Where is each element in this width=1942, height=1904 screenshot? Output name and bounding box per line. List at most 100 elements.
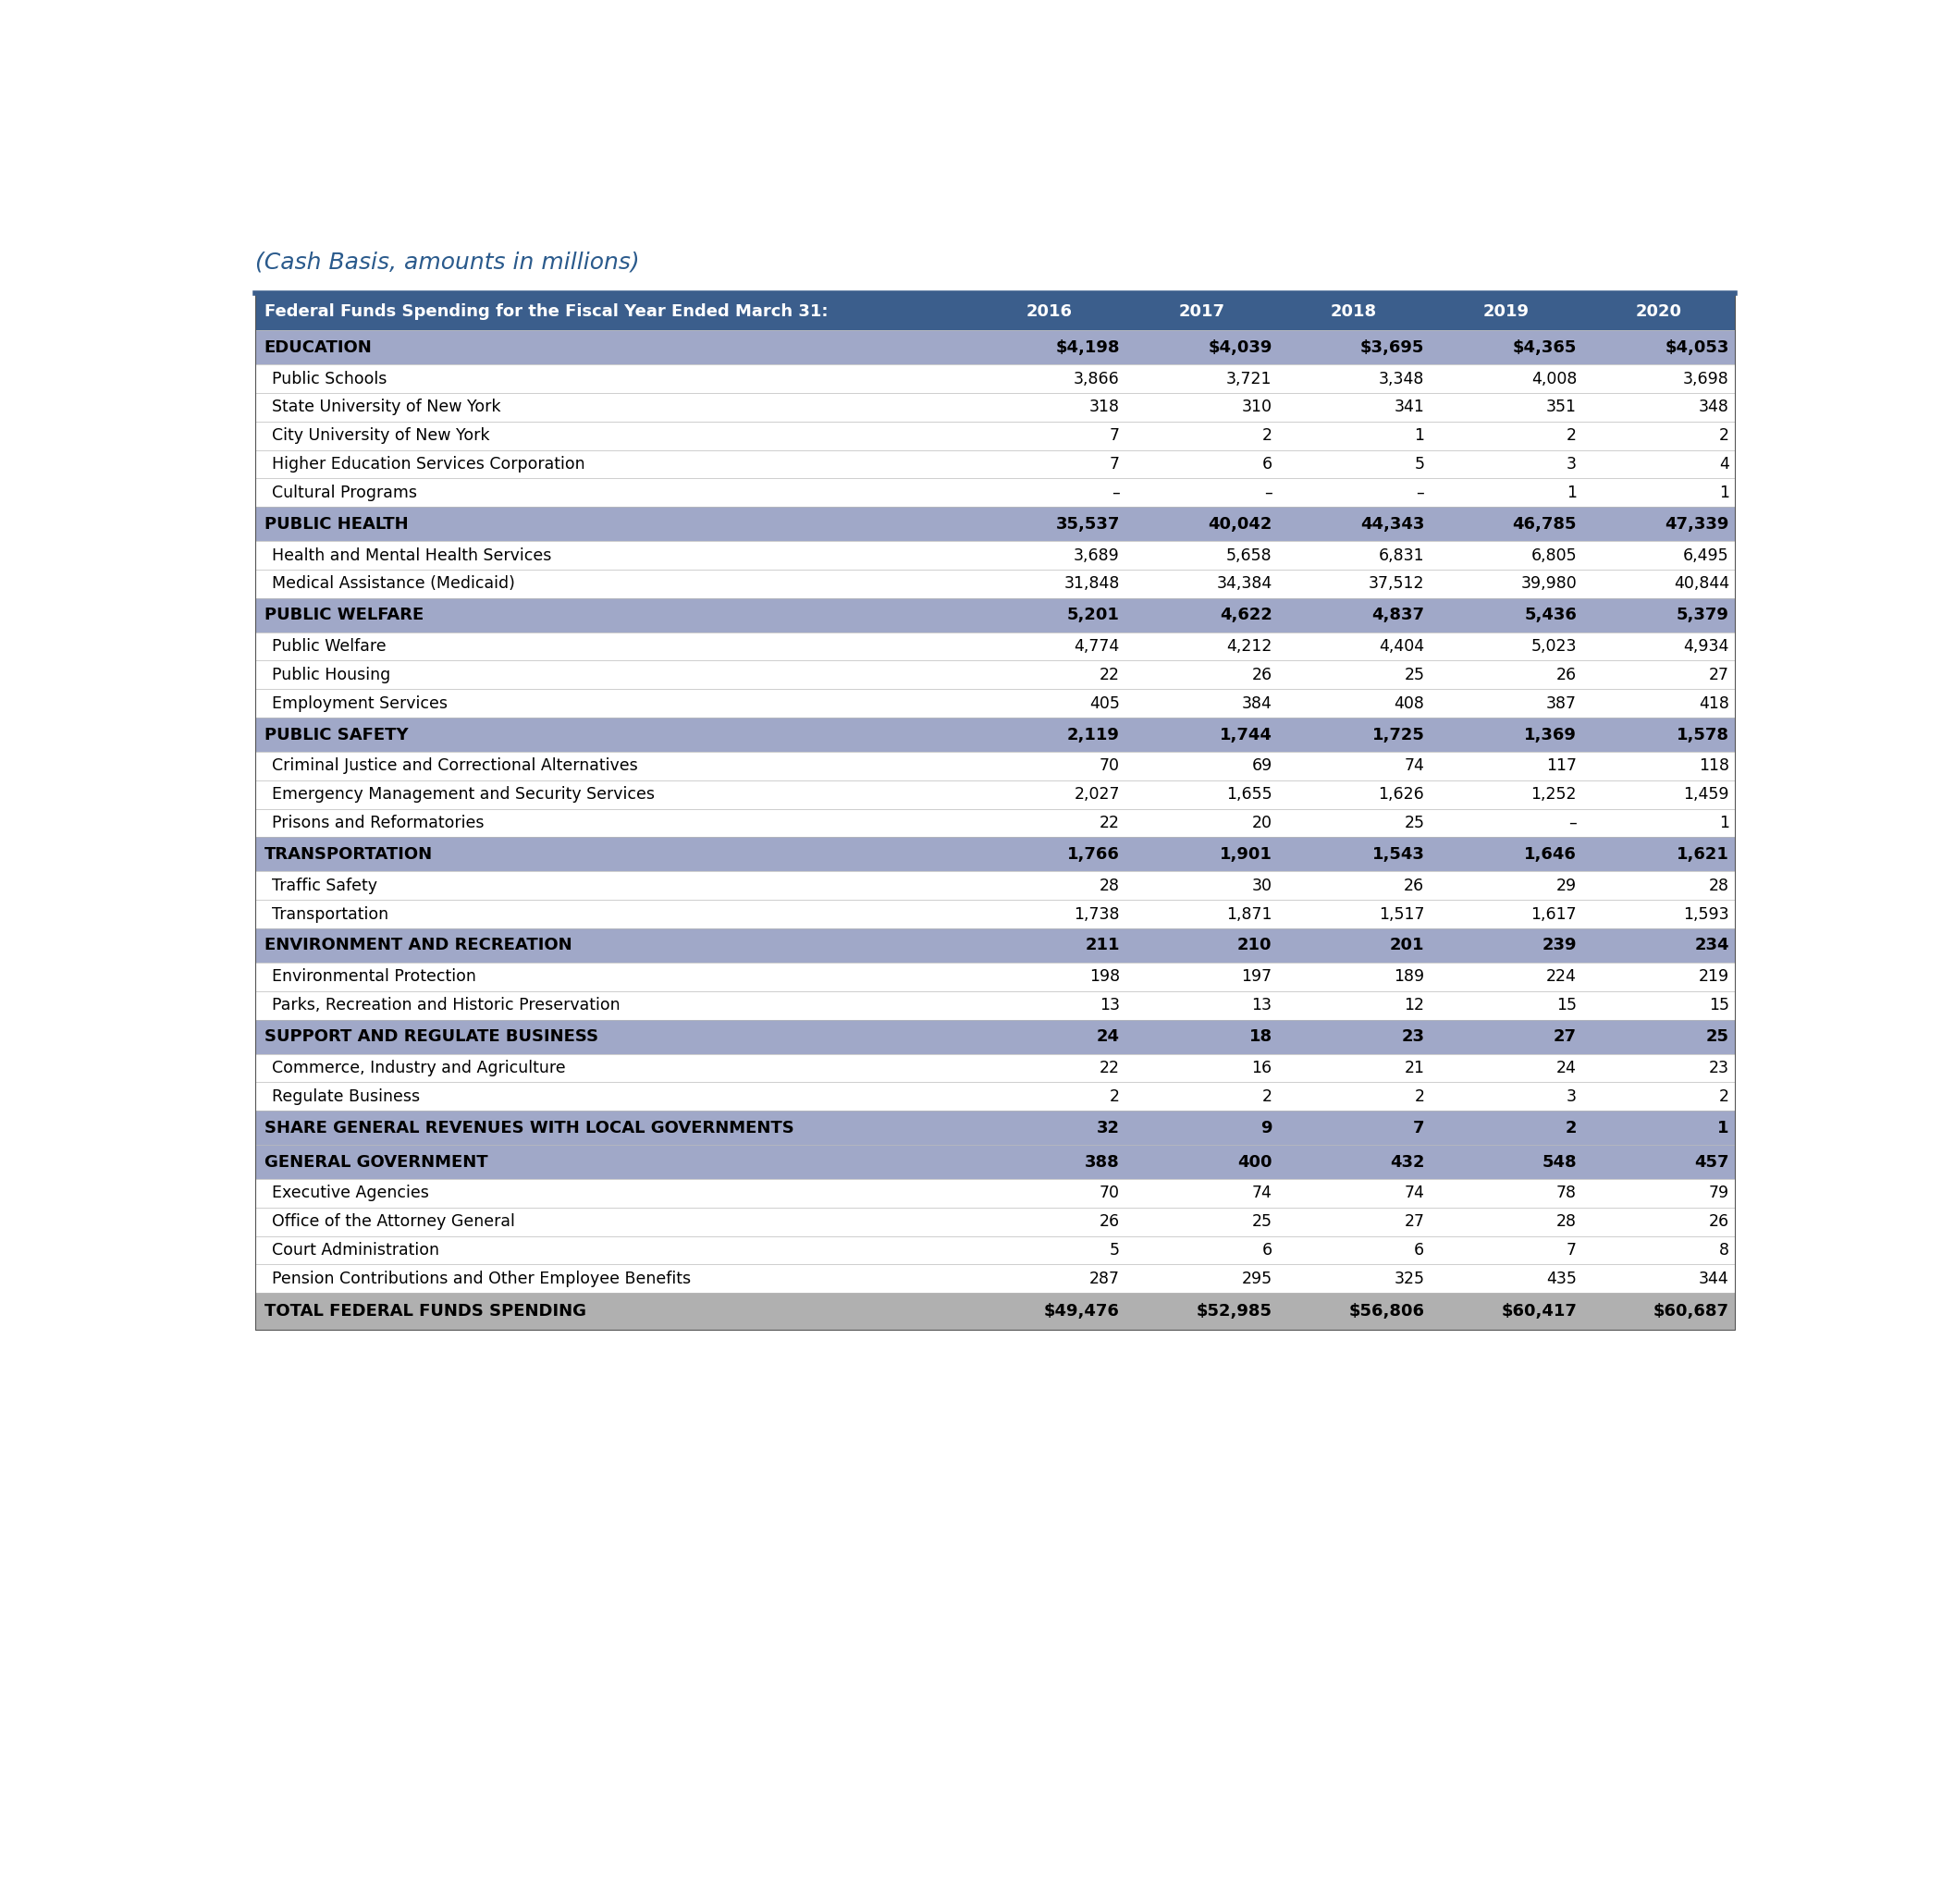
- Text: 384: 384: [1241, 695, 1272, 712]
- Text: 39,980: 39,980: [1521, 575, 1577, 592]
- Text: 1,252: 1,252: [1530, 786, 1577, 803]
- Text: Environmental Protection: Environmental Protection: [272, 969, 476, 984]
- Text: 224: 224: [1546, 969, 1577, 984]
- Text: 78: 78: [1556, 1184, 1577, 1201]
- Text: 2,119: 2,119: [1066, 727, 1121, 743]
- Text: 24: 24: [1557, 1061, 1577, 1076]
- Text: 2: 2: [1262, 426, 1272, 444]
- Bar: [256, 752, 1734, 781]
- Text: 2: 2: [1719, 426, 1728, 444]
- Text: Office of the Attorney General: Office of the Attorney General: [272, 1213, 515, 1230]
- Text: 1: 1: [1719, 484, 1728, 501]
- Bar: [256, 963, 1734, 992]
- Bar: [256, 1110, 1734, 1144]
- Text: 47,339: 47,339: [1664, 516, 1728, 533]
- Text: 74: 74: [1404, 1184, 1423, 1201]
- Text: 344: 344: [1699, 1270, 1728, 1287]
- Text: PUBLIC SAFETY: PUBLIC SAFETY: [264, 727, 408, 743]
- Text: 70: 70: [1099, 1184, 1121, 1201]
- Text: 1,646: 1,646: [1524, 845, 1577, 863]
- Text: Federal Funds Spending for the Fiscal Year Ended March 31:: Federal Funds Spending for the Fiscal Ye…: [264, 303, 827, 320]
- Text: 201: 201: [1390, 937, 1423, 954]
- Text: 239: 239: [1542, 937, 1577, 954]
- Text: 28: 28: [1556, 1213, 1577, 1230]
- Text: 4,008: 4,008: [1530, 371, 1577, 387]
- Text: 5: 5: [1109, 1241, 1121, 1259]
- Bar: [256, 541, 1734, 569]
- Text: ENVIRONMENT AND RECREATION: ENVIRONMENT AND RECREATION: [264, 937, 571, 954]
- Text: 1,578: 1,578: [1676, 727, 1728, 743]
- Bar: [256, 992, 1734, 1019]
- Text: 4: 4: [1719, 455, 1728, 472]
- Text: 5,658: 5,658: [1225, 546, 1272, 564]
- Text: 26: 26: [1556, 666, 1577, 684]
- Text: 35,537: 35,537: [1056, 516, 1121, 533]
- Text: 74: 74: [1404, 758, 1423, 775]
- Text: 4,404: 4,404: [1379, 638, 1423, 655]
- Text: 6,495: 6,495: [1684, 546, 1728, 564]
- Text: 46,785: 46,785: [1513, 516, 1577, 533]
- Text: –: –: [1569, 815, 1577, 832]
- Text: 400: 400: [1237, 1154, 1272, 1171]
- Bar: [256, 632, 1734, 661]
- Text: 1,738: 1,738: [1074, 906, 1121, 923]
- Text: 1: 1: [1414, 426, 1423, 444]
- Text: 5,379: 5,379: [1676, 607, 1728, 623]
- Text: 348: 348: [1699, 398, 1728, 415]
- Text: 5,436: 5,436: [1524, 607, 1577, 623]
- Text: 25: 25: [1404, 815, 1423, 832]
- Bar: [256, 929, 1734, 963]
- Text: 2,027: 2,027: [1074, 786, 1121, 803]
- Text: 28: 28: [1099, 878, 1121, 895]
- Bar: [256, 293, 1734, 1331]
- Text: 6,831: 6,831: [1379, 546, 1423, 564]
- Text: 74: 74: [1253, 1184, 1272, 1201]
- Text: 26: 26: [1099, 1213, 1121, 1230]
- Text: 25: 25: [1253, 1213, 1272, 1230]
- Text: TOTAL FEDERAL FUNDS SPENDING: TOTAL FEDERAL FUNDS SPENDING: [264, 1302, 586, 1319]
- Text: 219: 219: [1699, 969, 1728, 984]
- Text: 28: 28: [1709, 878, 1728, 895]
- Text: 388: 388: [1086, 1154, 1121, 1171]
- Text: 22: 22: [1099, 815, 1121, 832]
- Bar: [256, 1207, 1734, 1236]
- Text: 117: 117: [1546, 758, 1577, 775]
- Text: Traffic Safety: Traffic Safety: [272, 878, 377, 895]
- Text: 8: 8: [1719, 1241, 1728, 1259]
- Text: 29: 29: [1556, 878, 1577, 895]
- Bar: [256, 449, 1734, 478]
- Text: –: –: [1111, 484, 1121, 501]
- Text: $60,687: $60,687: [1653, 1302, 1728, 1319]
- Text: 7: 7: [1414, 1120, 1423, 1137]
- Text: Emergency Management and Security Services: Emergency Management and Security Servic…: [272, 786, 654, 803]
- Text: 20: 20: [1253, 815, 1272, 832]
- Bar: [256, 364, 1734, 392]
- Text: Parks, Recreation and Historic Preservation: Parks, Recreation and Historic Preservat…: [272, 998, 619, 1013]
- Text: 6: 6: [1414, 1241, 1423, 1259]
- Text: 189: 189: [1394, 969, 1423, 984]
- Text: 1,543: 1,543: [1371, 845, 1423, 863]
- Text: $4,053: $4,053: [1664, 339, 1728, 356]
- Text: $3,695: $3,695: [1359, 339, 1423, 356]
- Text: 1,901: 1,901: [1220, 845, 1272, 863]
- Bar: [256, 838, 1734, 872]
- Text: 1,871: 1,871: [1225, 906, 1272, 923]
- Text: 13: 13: [1253, 998, 1272, 1013]
- Text: 197: 197: [1241, 969, 1272, 984]
- Bar: [256, 1236, 1734, 1264]
- Text: 2: 2: [1262, 1087, 1272, 1104]
- Text: Commerce, Industry and Agriculture: Commerce, Industry and Agriculture: [272, 1061, 565, 1076]
- Text: 22: 22: [1099, 666, 1121, 684]
- Text: 2: 2: [1109, 1087, 1121, 1104]
- Text: 548: 548: [1542, 1154, 1577, 1171]
- Text: 25: 25: [1404, 666, 1423, 684]
- Text: Executive Agencies: Executive Agencies: [272, 1184, 429, 1201]
- Text: 30: 30: [1253, 878, 1272, 895]
- Bar: [256, 1264, 1734, 1293]
- Text: 26: 26: [1251, 666, 1272, 684]
- Text: 32: 32: [1097, 1120, 1121, 1137]
- Text: 4,837: 4,837: [1371, 607, 1423, 623]
- Text: Transportation: Transportation: [272, 906, 388, 923]
- Text: 79: 79: [1709, 1184, 1728, 1201]
- Text: (Cash Basis, amounts in millions): (Cash Basis, amounts in millions): [256, 251, 641, 274]
